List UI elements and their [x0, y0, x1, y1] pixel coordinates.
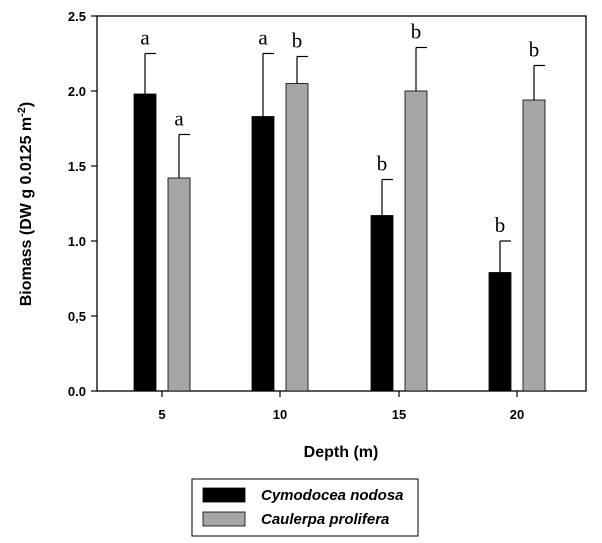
- y-tick-label: 0.0: [68, 384, 86, 399]
- bar-series-2-depth-5: [167, 177, 191, 392]
- bar-series-2-depth-20: [522, 99, 546, 392]
- significance-letter-series-2-depth-15: b: [411, 20, 422, 44]
- x-tick-label: 10: [273, 407, 287, 422]
- y-tick-label: 1.5: [68, 159, 86, 174]
- legend: Cymodocea nodosa Caulerpa prolifera: [191, 478, 419, 537]
- significance-letter-series-1-depth-5: a: [140, 26, 150, 50]
- x-tick-label: 5: [158, 407, 165, 422]
- x-axis-title: Depth (m): [304, 444, 379, 461]
- significance-letter-series-1-depth-20: b: [495, 213, 506, 237]
- y-tick-label: 0,5: [68, 309, 86, 324]
- y-axis-title-main: Biomass (DW g 0.0125 m: [18, 117, 35, 306]
- bar-series-1-depth-5: [133, 93, 157, 392]
- y-tick-label: 1.0: [68, 234, 86, 249]
- legend-swatch-series-2: [202, 511, 246, 527]
- bar-series-1-depth-15: [370, 215, 394, 392]
- error-bars-layer: [144, 46, 545, 273]
- significance-letter-series-2-depth-20: b: [529, 38, 540, 62]
- legend-label-series-2: Caulerpa prolifera: [261, 511, 389, 528]
- y-tick-label: 2.5: [68, 9, 86, 24]
- bar-series-1-depth-20: [488, 272, 512, 392]
- significance-letter-series-2-depth-10: b: [292, 29, 303, 53]
- x-axis: 5 10 15 20: [158, 391, 524, 422]
- legend-label-series-1: Cymodocea nodosa: [261, 487, 404, 504]
- bar-series-2-depth-10: [285, 83, 309, 392]
- significance-letter-series-1-depth-10: a: [258, 26, 268, 50]
- y-axis: 0.0 0,5 1.0 1.5 2.0 2.5: [68, 9, 97, 399]
- y-axis-title: Biomass (DW g 0.0125 m-2): [16, 102, 35, 307]
- bars-layer: [133, 83, 546, 392]
- significance-letter-series-1-depth-15: b: [377, 152, 388, 176]
- y-tick-label: 2.0: [68, 84, 86, 99]
- bar-series-1-depth-10: [251, 116, 275, 392]
- plot-area-frame: [96, 15, 587, 392]
- bar-series-2-depth-15: [404, 90, 428, 392]
- y-axis-title-superscript: -2: [16, 107, 28, 117]
- y-axis-title-close: ): [18, 102, 35, 107]
- x-tick-label: 15: [392, 407, 406, 422]
- significance-letter-series-2-depth-5: a: [174, 107, 184, 131]
- legend-swatch-series-1: [202, 487, 246, 503]
- x-tick-label: 20: [510, 407, 524, 422]
